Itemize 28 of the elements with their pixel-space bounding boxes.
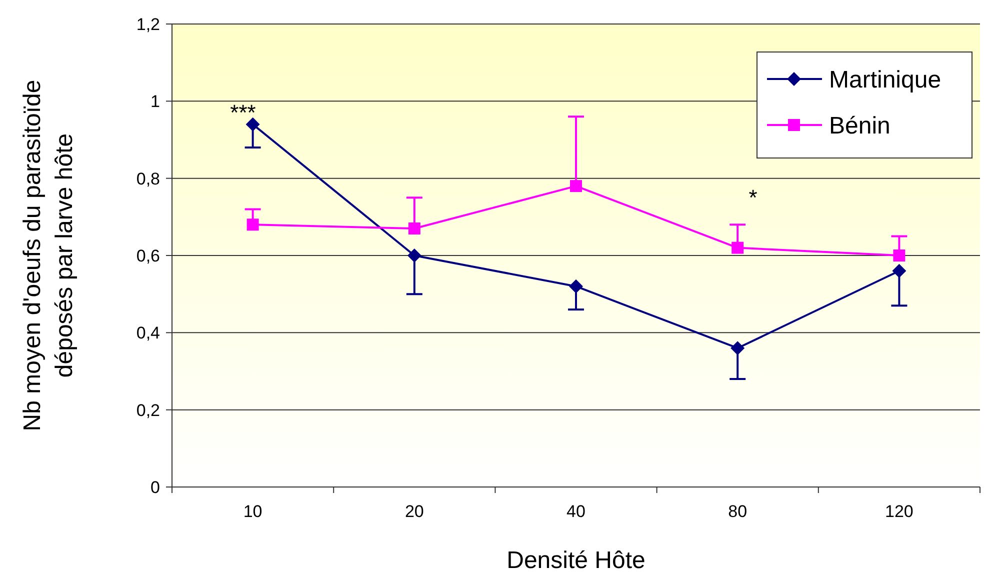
legend-label: Martinique	[829, 66, 942, 94]
legend-label: Bénin	[829, 112, 890, 140]
point	[407, 248, 422, 262]
annotation: ***	[230, 100, 256, 125]
x-tick-label: 20	[404, 502, 424, 521]
y-axis-title: Nb moyen d'oeufs du parasitoïde déposés par larve hôte	[19, 80, 78, 432]
point	[569, 279, 583, 294]
y-tick-label: 0,4	[136, 324, 160, 343]
x-tick-label: 80	[728, 502, 748, 521]
point	[408, 222, 420, 234]
point	[732, 242, 744, 254]
x-axis-title: Densité Hôte	[506, 547, 646, 574]
y-tick-label: 0,8	[136, 169, 160, 188]
x-tick-label: 120	[885, 502, 914, 521]
x-tick-label: 10	[243, 502, 262, 521]
annotation: *	[748, 185, 758, 210]
y-tick-label: 1,2	[136, 14, 160, 34]
point	[570, 180, 582, 192]
point	[730, 341, 745, 356]
point	[892, 264, 906, 278]
y-tick-label: 0,2	[136, 400, 160, 420]
point	[246, 218, 259, 231]
y-tick-label: 0,6	[136, 246, 160, 266]
y-tick-label: 1	[150, 92, 160, 112]
x-tick-label: 40	[566, 502, 586, 521]
point	[893, 250, 906, 262]
y-tick-label: 0	[150, 478, 160, 497]
point	[246, 117, 260, 132]
